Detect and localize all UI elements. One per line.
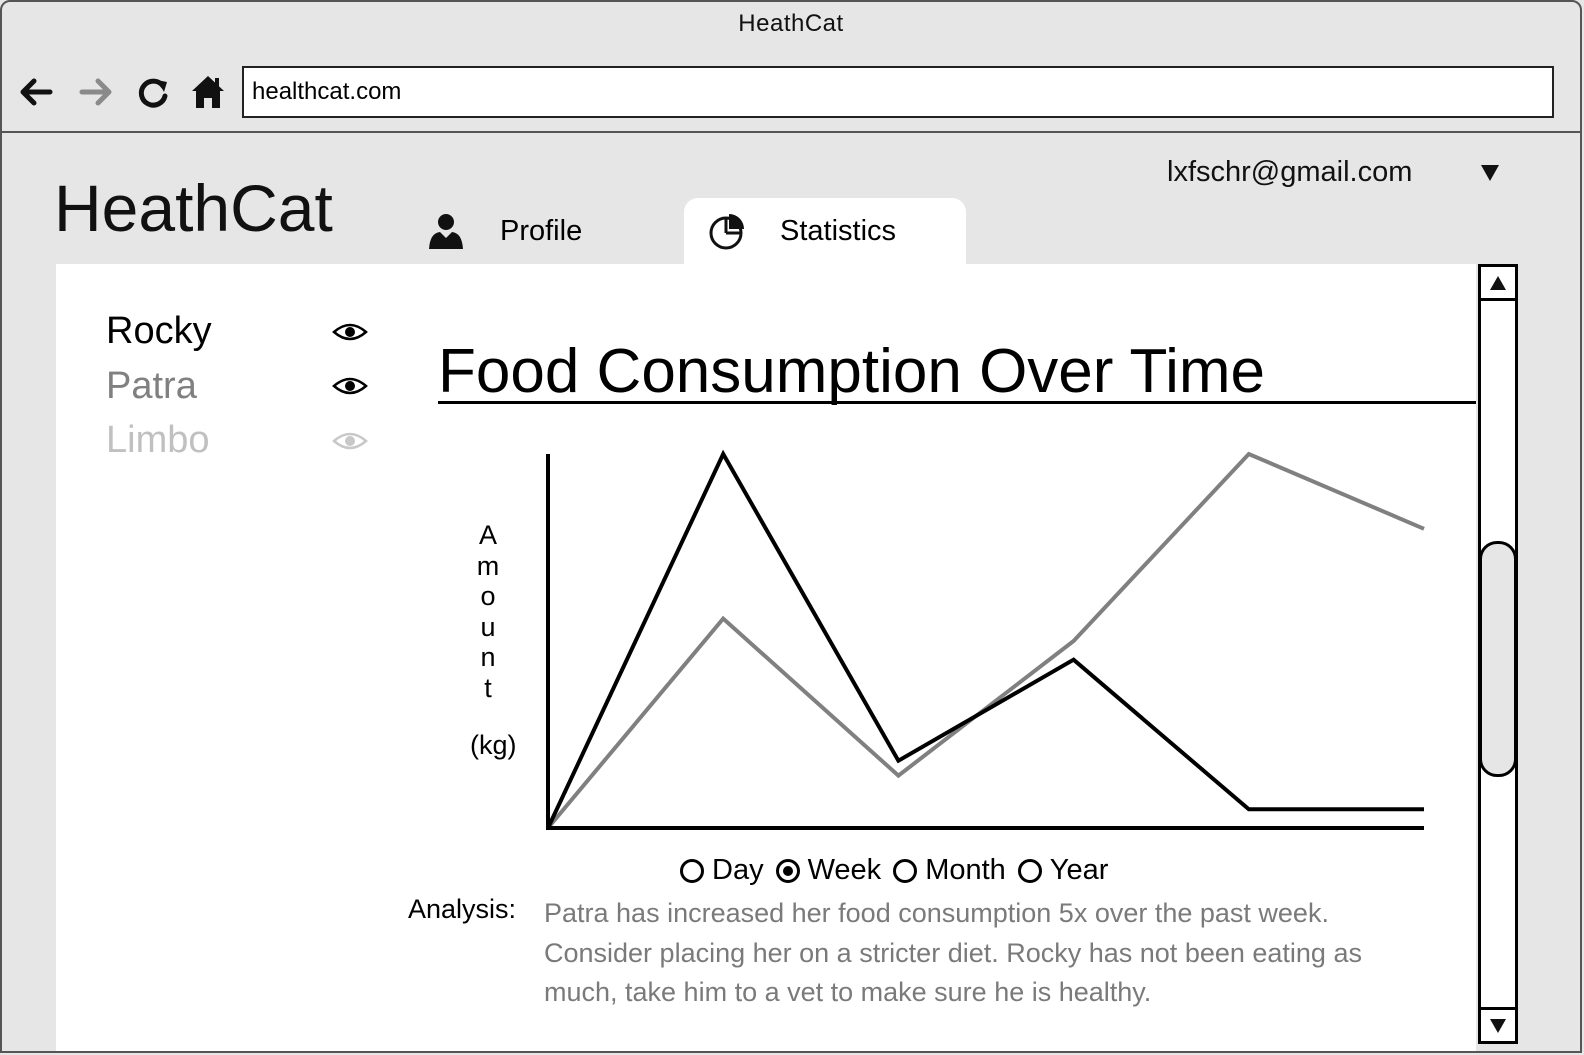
scroll-down-button[interactable] [1481,1007,1515,1041]
caret-down-icon [1481,165,1499,181]
url-input[interactable] [252,78,1544,106]
triangle-up-icon [1490,275,1506,290]
eye-icon[interactable] [332,374,368,398]
back-button[interactable] [16,72,56,112]
eye-hidden-icon[interactable] [332,429,368,453]
radio-month[interactable]: Month [893,854,1006,887]
triangle-down-icon [1490,1018,1506,1033]
app-brand: HeathCat [54,171,333,245]
radio-week[interactable]: Week [775,854,881,887]
radio-day[interactable]: Day [680,854,764,887]
arrow-right-icon [79,78,112,106]
y-axis-label: A m o u n t [476,520,500,703]
scrollbar-thumb[interactable] [1479,541,1517,777]
tab-profile[interactable]: Profile [422,198,672,264]
statistics-panel: Rocky Patra Limbo Food Consumption Over … [56,264,1476,1051]
radio-year-indicator [1017,858,1042,883]
scroll-up-button[interactable] [1481,267,1515,301]
chart-title: Food Consumption Over Time [438,337,1266,406]
line-chart [546,449,1425,830]
series-line-rocky [546,449,1424,829]
title-underline [438,401,1476,404]
url-bar[interactable] [242,66,1554,118]
reload-icon [138,78,168,108]
pet-item-rocky[interactable]: Rocky [106,310,212,352]
radio-month-indicator [893,858,918,883]
pet-item-limbo[interactable]: Limbo [106,419,210,461]
analysis-text: Patra has increased her food consumption… [544,898,1362,1007]
pet-item-patra[interactable]: Patra [106,365,197,407]
home-button[interactable] [188,72,228,112]
vertical-scrollbar[interactable] [1478,264,1518,1044]
analysis-label: Analysis: [408,894,517,924]
radio-day-indicator [680,858,704,883]
home-icon [192,76,224,108]
user-email[interactable]: lxfschr@gmail.com [1167,156,1413,188]
radio-week-indicator [775,858,800,883]
tab-profile-label: Profile [500,214,583,247]
radio-year[interactable]: Year [1017,854,1108,887]
user-icon [429,214,463,249]
time-range-selector: Day Week Month Year [680,854,1120,887]
tab-statistics-label: Statistics [780,214,897,247]
forward-button[interactable] [76,72,116,112]
series-line-patra [546,451,1425,830]
y-axis-unit: (kg) [470,730,517,760]
account-dropdown-button[interactable] [1478,162,1502,189]
arrow-left-icon [20,78,53,106]
eye-icon[interactable] [332,320,368,344]
pie-chart-icon [709,214,744,250]
tab-statistics[interactable]: Statistics [684,198,966,264]
toolbar-divider [2,131,1580,133]
reload-button[interactable] [133,72,173,112]
window-title: HeathCat [738,10,844,37]
